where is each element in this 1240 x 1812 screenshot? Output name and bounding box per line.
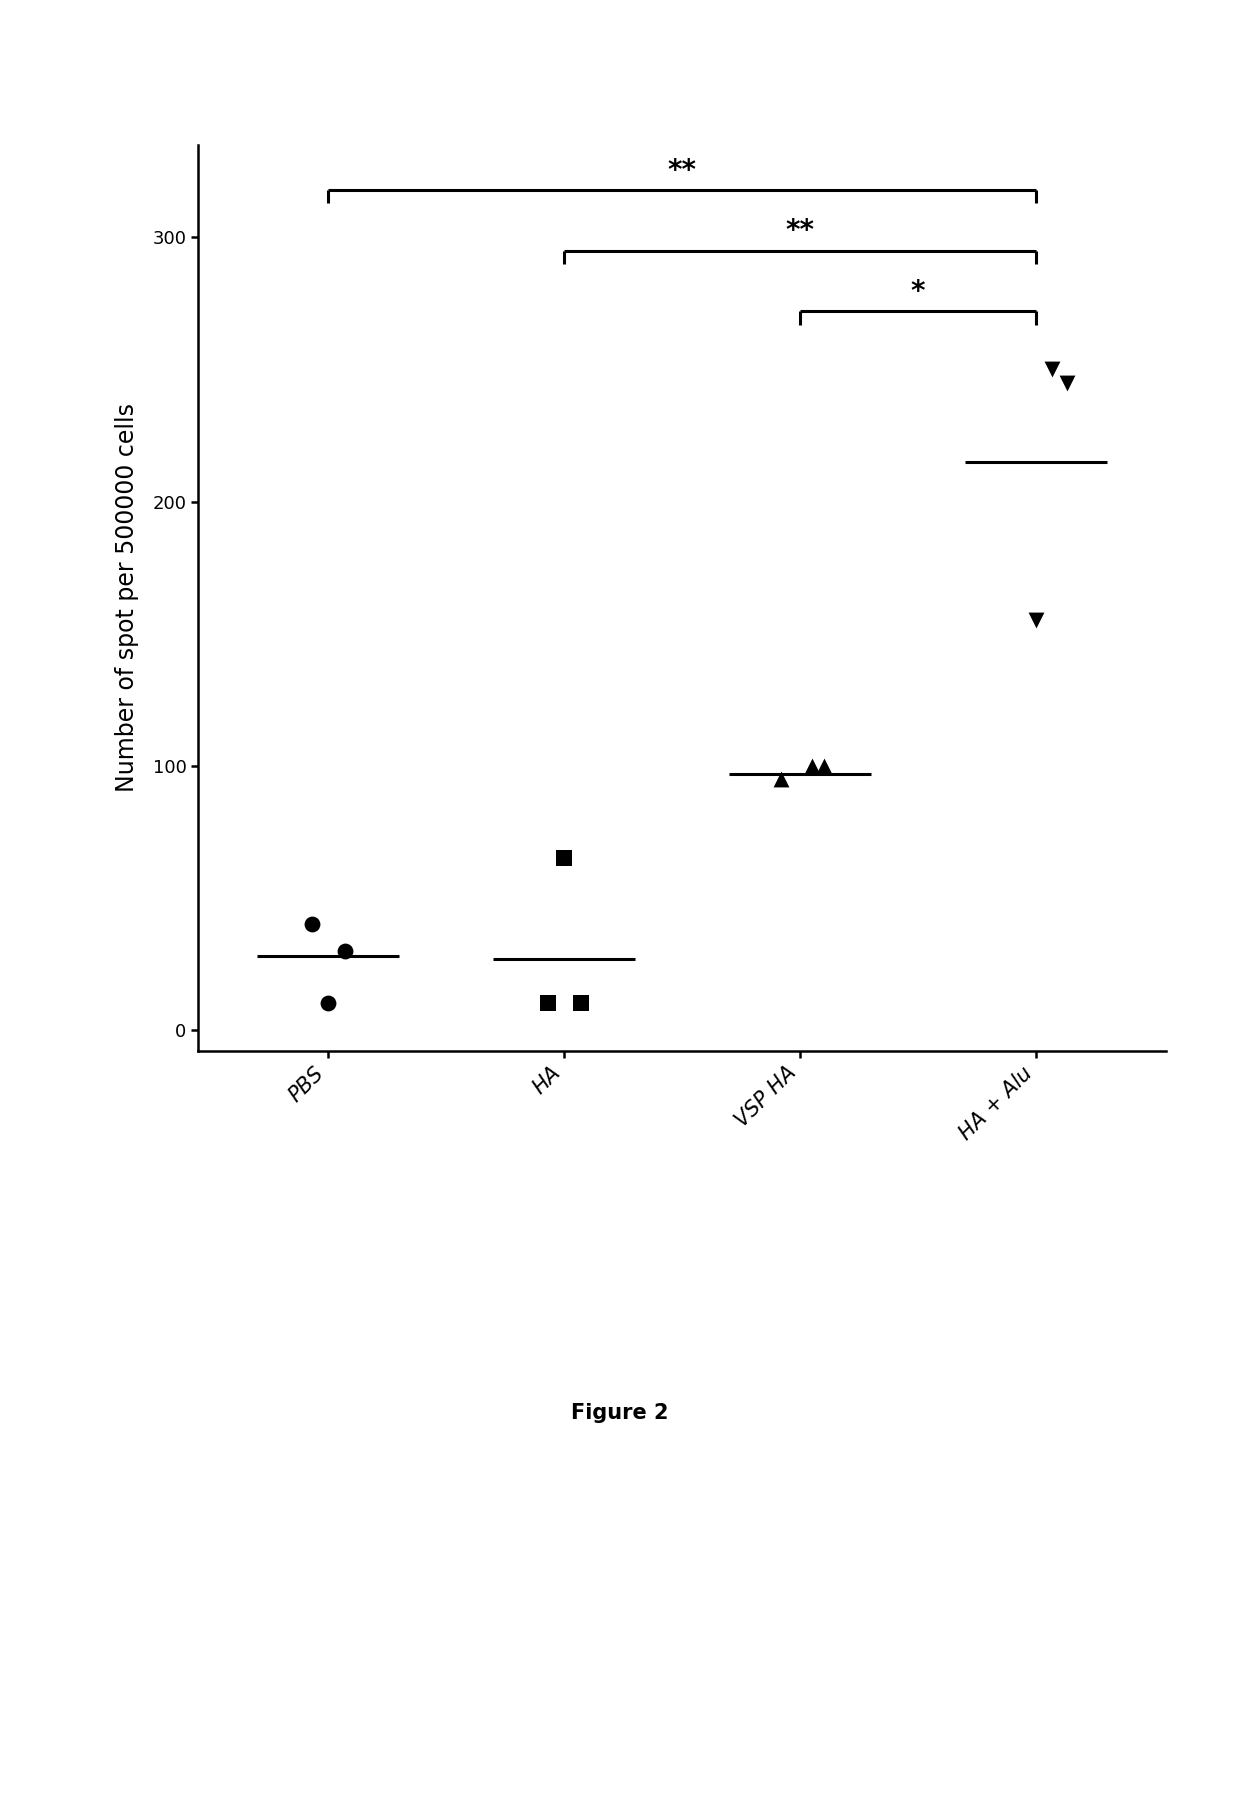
Text: Figure 2: Figure 2 xyxy=(572,1402,668,1424)
Text: *: * xyxy=(910,277,925,306)
Text: **: ** xyxy=(667,156,697,185)
Y-axis label: Number of spot per 500000 cells: Number of spot per 500000 cells xyxy=(115,404,139,792)
Point xyxy=(1025,605,1045,634)
Point xyxy=(538,989,558,1018)
Point xyxy=(554,844,574,873)
Point xyxy=(335,937,355,966)
Point xyxy=(301,910,321,939)
Point xyxy=(813,752,833,781)
Point xyxy=(570,989,590,1018)
Point xyxy=(1056,368,1076,397)
Point xyxy=(1043,355,1063,384)
Text: **: ** xyxy=(785,217,815,245)
Point xyxy=(802,752,822,781)
Point xyxy=(771,765,791,794)
Point xyxy=(319,989,339,1018)
